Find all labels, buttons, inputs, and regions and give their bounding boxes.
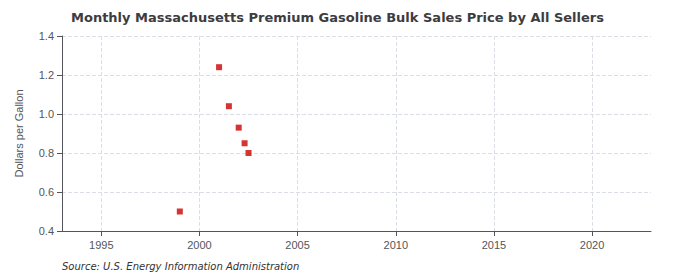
svg-text:2020: 2020 bbox=[580, 239, 604, 251]
svg-text:Monthly Massachusetts Premium: Monthly Massachusetts Premium Gasoline B… bbox=[71, 10, 604, 25]
svg-text:0.6: 0.6 bbox=[39, 186, 54, 198]
svg-text:2000: 2000 bbox=[187, 239, 211, 251]
svg-text:1.4: 1.4 bbox=[39, 30, 54, 42]
svg-text:Dollars per Gallon: Dollars per Gallon bbox=[13, 89, 25, 177]
svg-text:1.0: 1.0 bbox=[39, 108, 54, 120]
svg-text:0.8: 0.8 bbox=[39, 147, 54, 159]
svg-text:2010: 2010 bbox=[384, 239, 408, 251]
svg-text:2005: 2005 bbox=[285, 239, 309, 251]
svg-text:1.2: 1.2 bbox=[39, 69, 54, 81]
svg-text:0.4: 0.4 bbox=[39, 225, 54, 237]
svg-text:Source: U.S. Energy Informatio: Source: U.S. Energy Information Administ… bbox=[62, 261, 299, 272]
svg-text:1995: 1995 bbox=[89, 239, 113, 251]
svg-text:2015: 2015 bbox=[482, 239, 506, 251]
